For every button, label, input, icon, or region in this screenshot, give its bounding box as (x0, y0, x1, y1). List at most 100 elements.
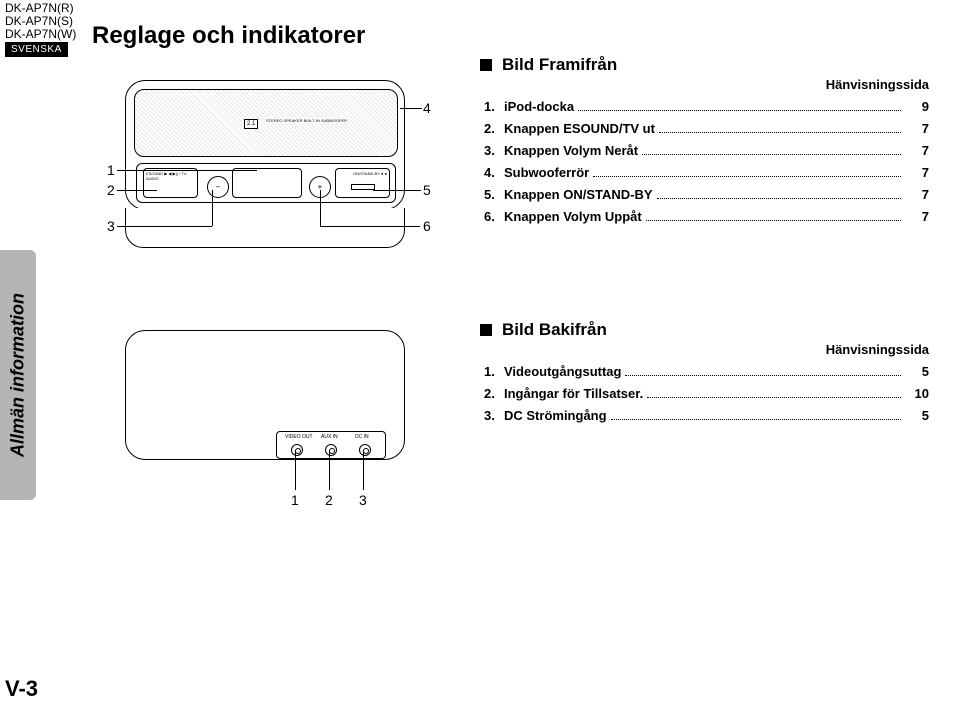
callout-6-vline (320, 190, 321, 226)
toc-page: 9 (905, 96, 929, 118)
figure-front: 2.1 STEREO SPEAKER BUILT-IN SUBWOOFER ES… (65, 70, 445, 270)
toc-leader (647, 388, 901, 398)
jack-3-label: DC IN (355, 434, 369, 440)
toc-num: 3. (480, 405, 504, 427)
toc-row: 4.Subwooferrör 7 (480, 162, 929, 184)
toc-page: 5 (905, 405, 929, 427)
figure-back: VIDEO OUT AUX IN DC IN 1 2 3 (65, 320, 445, 520)
toc-label: Knappen ESOUND/TV ut (504, 118, 655, 140)
aux-in-jack (325, 444, 337, 456)
section-back: Bild Bakifrån Hänvisningssida 1.Videoutg… (480, 320, 929, 427)
back-line-2 (329, 450, 330, 490)
sidebar-label: Allmän information (8, 293, 29, 457)
esound-label: ESOUND ▶ ◀ ▶|| / TV-AUDIO (146, 171, 197, 181)
toc-leader (646, 211, 901, 221)
toc-page: 7 (905, 184, 929, 206)
toc-num: 1. (480, 361, 504, 383)
speaker-grill (134, 89, 398, 157)
page-number: V-3 (5, 676, 38, 702)
volume-down-button (207, 176, 229, 198)
callout-6: 6 (423, 218, 431, 234)
callout-1-line (117, 170, 257, 171)
toc-num: 2. (480, 383, 504, 405)
rear-jack-panel: VIDEO OUT AUX IN DC IN (276, 431, 386, 459)
callout-2: 2 (107, 182, 115, 198)
callout-3: 3 (107, 218, 115, 234)
toc-leader (659, 123, 901, 133)
video-out-jack (291, 444, 303, 456)
front-flap (125, 208, 405, 248)
model-3: DK-AP7N(W) (5, 28, 76, 41)
toc-row: 2.Ingångar för Tillsatser. 10 (480, 383, 929, 405)
dc-in-jack (359, 444, 371, 456)
toc-row: 1.Videoutgångsuttag 5 (480, 361, 929, 383)
toc-label: iPod-docka (504, 96, 574, 118)
jack-1-label: VIDEO OUT (285, 434, 313, 440)
toc-num: 5. (480, 184, 504, 206)
callout-4-line (400, 108, 422, 109)
esound-button-block: ESOUND ▶ ◀ ▶|| / TV-AUDIO (143, 168, 198, 198)
callout-1: 1 (107, 162, 115, 178)
toc-num: 3. (480, 140, 504, 162)
toc-label: Subwooferrör (504, 162, 589, 184)
toc-leader (642, 145, 901, 155)
toc-leader (625, 366, 901, 376)
back-line-1 (295, 450, 296, 490)
callout-4: 4 (423, 100, 431, 116)
toc-leader (593, 167, 901, 177)
toc-leader (611, 410, 901, 420)
toc-label: Knappen Volym Uppåt (504, 206, 642, 228)
back-callout-3: 3 (359, 492, 367, 522)
dock-block (232, 168, 302, 198)
toc-page: 5 (905, 361, 929, 383)
toc-label: DC Strömingång (504, 405, 607, 427)
logo-subtext: STEREO SPEAKER BUILT-IN SUBWOOFER (266, 118, 347, 123)
toc-row: 6.Knappen Volym Uppåt 7 (480, 206, 929, 228)
language-badge: SVENSKA (5, 42, 68, 57)
back-ref-heading: Hänvisningssida (480, 342, 929, 357)
callout-6-line (320, 226, 420, 227)
callout-3-line (117, 226, 212, 227)
model-list: DK-AP7N(R) DK-AP7N(S) DK-AP7N(W) (5, 2, 76, 41)
back-heading: Bild Bakifrån (480, 320, 929, 340)
toc-leader (578, 101, 901, 111)
toc-label: Knappen Volym Neråt (504, 140, 638, 162)
back-callout-1: 1 (291, 492, 299, 522)
speaker-body-front: 2.1 STEREO SPEAKER BUILT-IN SUBWOOFER ES… (125, 80, 405, 210)
back-line-3 (363, 450, 364, 490)
control-panel: ESOUND ▶ ◀ ▶|| / TV-AUDIO ON/STAND-BY ● … (136, 163, 396, 203)
toc-label: Ingångar för Tillsatser. (504, 383, 643, 405)
back-callout-2: 2 (325, 492, 333, 522)
toc-row: 1.iPod-docka 9 (480, 96, 929, 118)
toc-row: 3.DC Strömingång 5 (480, 405, 929, 427)
jack-2-label: AUX IN (321, 434, 338, 440)
toc-num: 2. (480, 118, 504, 140)
toc-page: 7 (905, 140, 929, 162)
front-heading: Bild Framifrån (480, 55, 929, 75)
logo-2-1: 2.1 (244, 119, 258, 129)
callout-5-line (373, 190, 421, 191)
toc-row: 3.Knappen Volym Neråt 7 (480, 140, 929, 162)
page-title: Reglage och indikatorer (92, 22, 365, 50)
sidebar-tab: Allmän information (0, 250, 36, 500)
toc-page: 7 (905, 118, 929, 140)
section-front: Bild Framifrån Hänvisningssida 1.iPod-do… (480, 55, 929, 228)
toc-page: 7 (905, 162, 929, 184)
toc-row: 2.Knappen ESOUND/TV ut 7 (480, 118, 929, 140)
toc-leader (657, 189, 901, 199)
toc-page: 7 (905, 206, 929, 228)
toc-row: 5.Knappen ON/STAND-BY 7 (480, 184, 929, 206)
speaker-body-back: VIDEO OUT AUX IN DC IN (125, 330, 405, 460)
standby-button-block: ON/STAND-BY ● ● (335, 168, 390, 198)
toc-num: 4. (480, 162, 504, 184)
toc-num: 6. (480, 206, 504, 228)
toc-page: 10 (905, 383, 929, 405)
back-toc: 1.Videoutgångsuttag52.Ingångar för Tills… (480, 361, 929, 427)
toc-label: Knappen ON/STAND-BY (504, 184, 653, 206)
front-toc: 1.iPod-docka92.Knappen ESOUND/TV ut73.Kn… (480, 96, 929, 228)
toc-label: Videoutgångsuttag (504, 361, 621, 383)
callout-5: 5 (423, 182, 431, 198)
callout-3-vline (212, 190, 213, 226)
toc-num: 1. (480, 96, 504, 118)
callout-2-line (117, 190, 157, 191)
